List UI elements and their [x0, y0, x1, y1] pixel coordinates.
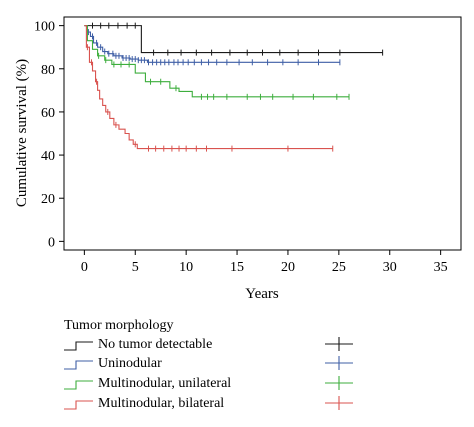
plot-frame: [63, 16, 462, 251]
legend-items: No tumor detectable Uninodular Multinodula…: [64, 337, 353, 411]
x-tick-label: 5: [132, 260, 139, 275]
legend-step-icon: [64, 380, 93, 390]
y-tick-label: 40: [41, 149, 55, 164]
y-tick-label: 0: [48, 235, 55, 250]
legend-item: Multinodular, bilateral: [64, 396, 353, 411]
series-1: [84, 25, 341, 66]
legend-label: No tumor detectable: [98, 337, 212, 352]
x-tick-label: 10: [179, 260, 193, 275]
x-tick-label: 35: [434, 260, 448, 275]
y-tick-label: 60: [41, 106, 55, 121]
legend-step-icon: [64, 341, 93, 351]
x-tick-label: 15: [230, 260, 244, 275]
y-tick-label: 80: [41, 63, 55, 78]
survival-curve: [84, 25, 350, 98]
legend-label: Uninodular: [98, 356, 162, 371]
y-axis-label: Cumulative survival (%): [14, 59, 30, 207]
survival-curve: [84, 25, 333, 150]
x-axis-label: Years: [245, 286, 279, 302]
x-tick-label: 30: [383, 260, 397, 275]
legend-label: Multinodular, unilateral: [98, 376, 231, 391]
survival-curve: [84, 25, 383, 54]
legend-title: Tumor morphology: [64, 318, 174, 333]
legend-item: Multinodular, unilateral: [64, 376, 353, 391]
legend-label: Multinodular, bilateral: [98, 396, 224, 411]
plot-area: 0 5 10 15 20 25 30 35 0 20 40 60 80 100: [34, 16, 462, 275]
x-tick-label: 0: [81, 260, 88, 275]
x-tick-label: 20: [281, 260, 295, 275]
x-axis: 0 5 10 15 20 25 30 35: [81, 250, 448, 275]
y-axis: 0 20 40 60 80 100: [34, 20, 64, 250]
x-tick-label: 25: [332, 260, 346, 275]
legend-item: No tumor detectable: [64, 337, 353, 352]
legend-step-icon: [64, 400, 93, 410]
series-0: [84, 22, 384, 56]
series-layer: [84, 22, 384, 152]
legend-step-icon: [64, 360, 93, 370]
series-2: [84, 25, 350, 100]
series-3: [84, 25, 334, 152]
y-tick-label: 20: [41, 192, 55, 207]
legend: Tumor morphology No tumor detectable Unin…: [64, 318, 353, 411]
legend-item: Uninodular: [64, 356, 353, 371]
y-tick-label: 100: [34, 20, 55, 35]
